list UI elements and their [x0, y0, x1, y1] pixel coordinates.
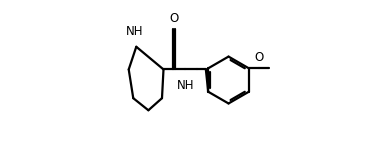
Text: NH: NH — [126, 25, 144, 38]
Text: O: O — [169, 12, 179, 25]
Text: NH: NH — [177, 79, 194, 92]
Text: O: O — [255, 51, 264, 64]
